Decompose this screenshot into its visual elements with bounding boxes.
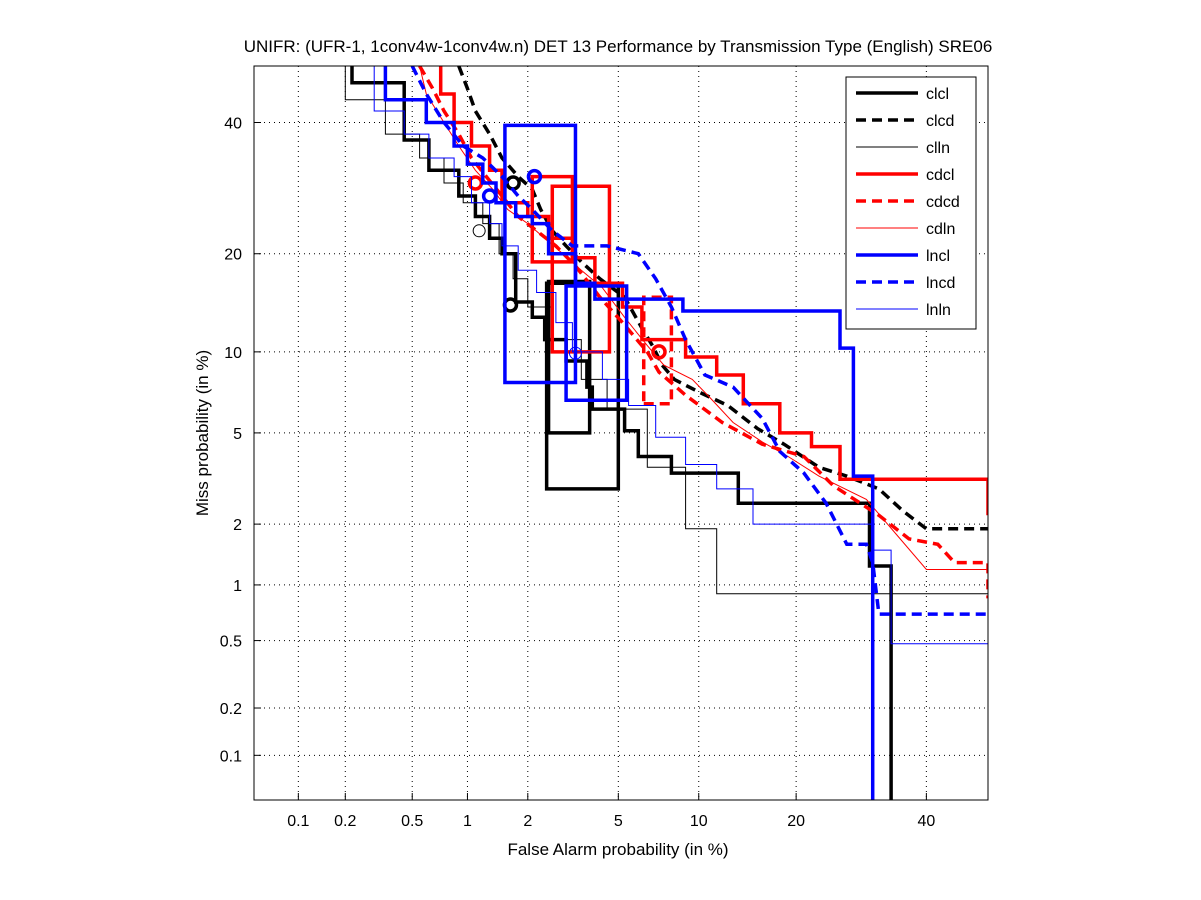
ci-box-cdcl: [530, 174, 575, 264]
x-axis-label: False Alarm probability (in %): [507, 840, 728, 859]
legend-label-cdcd: cdcd: [926, 194, 960, 211]
x-tick-label: 0.5: [401, 813, 423, 830]
legend-label-lncl: lncl: [926, 248, 950, 265]
curve-lncd: [410, 66, 988, 616]
y-axis-label: Miss probability (in %): [193, 350, 212, 516]
y-tick-label: 10: [224, 345, 242, 362]
series-clln: [344, 66, 988, 595]
legend-label-cdln: cdln: [926, 221, 955, 238]
x-tick-label: 5: [614, 813, 623, 830]
series-lnln: [373, 66, 988, 645]
op-point-lncd: [526, 168, 543, 185]
x-tick-label: 2: [523, 813, 532, 830]
x-axis-ticks: 0.1 0.2 0.5 1 2 5 10 20 40: [287, 793, 935, 830]
ci-box-cdcd: [641, 295, 674, 406]
y-tick-label: 0.1: [220, 748, 242, 765]
op-point-lnln: [568, 346, 582, 360]
legend-label-clcl: clcl: [926, 86, 949, 103]
y-tick-label: 5: [233, 426, 242, 443]
legend-label-lncd: lncd: [926, 275, 955, 292]
op-point-clln: [472, 224, 486, 238]
y-tick-label: 1: [233, 578, 242, 595]
series-lncd: [410, 66, 988, 616]
x-tick-label: 0.1: [287, 813, 309, 830]
series-cdln: [419, 66, 988, 570]
series-lncl: [383, 66, 875, 800]
x-tick-label: 1: [463, 813, 472, 830]
y-tick-label: 2: [233, 517, 242, 534]
legend-label-lnln: lnln: [926, 302, 951, 319]
x-tick-label: 20: [787, 813, 805, 830]
x-tick-label: 10: [690, 813, 708, 830]
curve-cdcd: [418, 66, 988, 599]
y-axis-ticks: 0.1 0.2 0.5 1 2 5 10 20 40: [220, 116, 261, 765]
op-point-lncl: [481, 188, 498, 204]
curve-lnln: [373, 66, 988, 645]
y-tick-label: 0.5: [220, 634, 242, 651]
y-tick-label: 20: [224, 247, 242, 264]
curve-clln: [344, 66, 988, 595]
legend-label-cdcl: cdcl: [926, 167, 954, 184]
x-tick-label: 0.2: [334, 813, 356, 830]
ci-box-lncl: [503, 123, 578, 385]
legend: clcl clcd clln cdcl cdcd cdln lncl lncd lnln: [845, 76, 977, 330]
curves-layer: [344, 66, 988, 800]
ci-box-lncl: [564, 284, 629, 403]
legend-label-clln: clln: [926, 140, 950, 157]
curve-cdln: [419, 66, 988, 570]
curve-clcl: [350, 66, 893, 800]
chart-title: UNIFR: (UFR-1, 1conv4w-1conv4w.n) DET 13…: [244, 37, 993, 56]
x-tick-label: 40: [917, 813, 935, 830]
y-tick-label: 40: [224, 116, 242, 133]
curve-lncl: [383, 66, 875, 800]
y-tick-label: 0.2: [220, 701, 242, 718]
legend-label-clcd: clcd: [926, 113, 954, 130]
